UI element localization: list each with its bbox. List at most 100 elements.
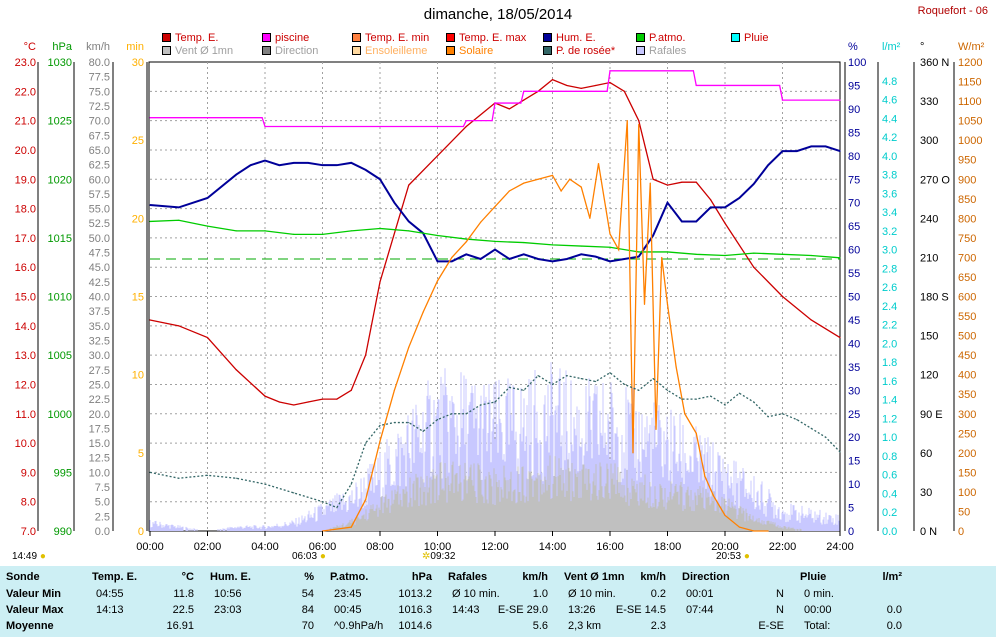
data-point: [408, 421, 410, 424]
tick-label-rain: 2.8: [882, 263, 897, 275]
data-point: [753, 266, 755, 268]
data-point: [293, 162, 295, 164]
table-cell-time: 13:26: [568, 604, 596, 616]
data-point: [666, 251, 669, 253]
legend-swatch: [543, 33, 552, 42]
tick-label-temp: 12.0: [15, 379, 36, 391]
data-point: [250, 164, 252, 166]
axis-unit-solar: W/m²: [958, 41, 985, 53]
tick-label-min: 15: [132, 292, 144, 304]
tick-label-rain: 1.8: [882, 357, 897, 369]
data-point: [724, 404, 726, 406]
data-point: [606, 90, 608, 92]
x-tick-label: 10:00: [424, 541, 452, 553]
tick-label-dir: 210: [920, 252, 938, 264]
table-header: P.atmo.: [330, 571, 369, 583]
data-point: [695, 432, 697, 434]
axis-unit-rain: l/m²: [882, 41, 901, 53]
data-point: [508, 386, 510, 388]
tick-label-rain: 3.6: [882, 188, 897, 200]
data-point: [704, 475, 706, 477]
tick-label-hum: 70: [848, 198, 860, 210]
tick-label-temp: 19.0: [15, 174, 36, 186]
tick-label-solar: 400: [958, 370, 976, 382]
tick-label-min: 10: [132, 370, 144, 382]
tick-label-press: 990: [54, 526, 72, 538]
tick-label-dir: 240: [920, 213, 938, 225]
data-point: [551, 260, 554, 262]
tick-label-solar: 100: [958, 487, 976, 499]
tick-label-wind: 65.0: [89, 145, 110, 157]
legend-item: Temp. E.: [162, 32, 218, 45]
data-point: [178, 219, 180, 221]
data-point: [465, 238, 467, 240]
data-point: [695, 220, 697, 223]
data-point: [681, 181, 683, 183]
data-point: [710, 206, 712, 208]
tick-label-wind: 62.5: [89, 160, 110, 172]
data-point: [580, 253, 582, 255]
data-point: [753, 183, 755, 185]
tick-label-temp: 21.0: [15, 116, 36, 128]
data-point: [206, 474, 209, 476]
data-point: [609, 233, 611, 235]
data-point: [379, 178, 381, 180]
data-point: [537, 258, 539, 260]
data-point: [537, 375, 539, 377]
tick-label-wind: 30.0: [89, 350, 110, 362]
tick-label-hum: 100: [848, 57, 866, 69]
tick-label-rain: 3.8: [882, 170, 897, 182]
data-point: [643, 303, 646, 305]
legend-label: Solaire: [459, 45, 494, 57]
data-point: [566, 258, 568, 260]
tick-label-min: 30: [132, 57, 144, 69]
tick-label-dir: 90 E: [920, 409, 943, 421]
data-point: [523, 182, 525, 184]
data-point: [589, 217, 591, 219]
tick-label-hum: 20: [848, 432, 860, 444]
data-point: [264, 159, 266, 162]
data-point: [293, 492, 295, 494]
data-point: [767, 416, 769, 418]
tick-label-rain: 3.0: [882, 245, 897, 257]
data-point: [825, 145, 827, 148]
data-point: [523, 389, 525, 391]
series-solaire: [322, 120, 769, 532]
data-point: [551, 174, 554, 176]
data-point: [681, 398, 683, 400]
data-point: [523, 253, 525, 255]
tick-label-rain: 0.0: [882, 526, 897, 538]
axis-unit-press: hPa: [52, 41, 72, 53]
data-point: [350, 162, 352, 164]
data-point: [436, 260, 439, 262]
tick-label-min: 0: [138, 526, 144, 538]
legend-label: P. de rosée*: [556, 45, 616, 57]
data-point: [494, 240, 496, 242]
axis-unit-temp: °C: [24, 41, 36, 53]
data-point: [379, 424, 381, 427]
tick-label-hum: 0: [848, 526, 854, 538]
tick-label-temp: 10.0: [15, 438, 36, 450]
tick-label-wind: 22.5: [89, 394, 110, 406]
data-point: [655, 428, 657, 430]
tick-label-rain: 3.4: [882, 207, 897, 219]
tick-label-dir: 30: [920, 487, 932, 499]
tick-label-rain: 0.2: [882, 507, 897, 519]
data-point: [724, 206, 726, 208]
legend-item: Hum. E.: [543, 32, 596, 45]
data-point: [206, 225, 209, 227]
tick-label-temp: 13.0: [15, 350, 36, 362]
x-tick-label: 06:00: [309, 541, 337, 553]
tick-label-solar: 50: [958, 506, 970, 518]
series-hum-e-: [149, 145, 841, 263]
data-point: [436, 234, 439, 237]
table-cell-time: 07:44: [686, 604, 714, 616]
data-point: [626, 120, 628, 122]
data-point: [595, 84, 597, 87]
data-point: [365, 442, 367, 444]
tick-label-solar: 900: [958, 174, 976, 186]
sunmax-marker: ✲09:32: [422, 551, 456, 562]
tick-label-wind: 12.5: [89, 453, 110, 465]
axis-unit-hum: %: [848, 41, 858, 53]
data-point: [379, 281, 381, 283]
